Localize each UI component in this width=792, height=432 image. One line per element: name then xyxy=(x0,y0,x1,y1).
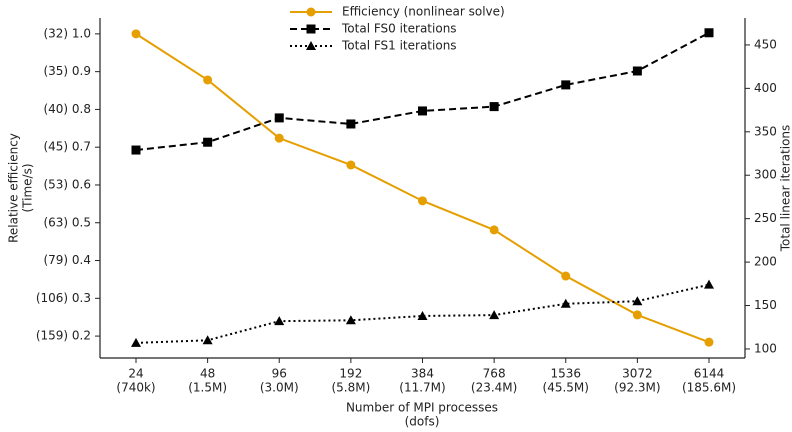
marker xyxy=(418,196,427,205)
marker xyxy=(131,338,141,347)
x-tick-sublabel: (23.4M) xyxy=(471,381,517,395)
marker xyxy=(203,138,212,147)
x-tick-sublabel: (740k) xyxy=(116,381,155,395)
y2-tick-label: 350 xyxy=(754,124,777,138)
marker xyxy=(203,75,212,84)
marker xyxy=(346,119,355,128)
y-axis-title: Relative efficiency xyxy=(7,133,21,243)
y-tick-label: (45) 0.7 xyxy=(43,140,91,154)
marker xyxy=(307,25,316,34)
y2-tick-label: 200 xyxy=(754,255,777,269)
y2-tick-label: 250 xyxy=(754,211,777,225)
marker xyxy=(705,338,714,347)
x-tick-sublabel: (185.6M) xyxy=(682,381,736,395)
x-axis-title: (dofs) xyxy=(405,415,440,429)
marker xyxy=(275,134,284,143)
marker xyxy=(704,280,714,289)
y-tick-label: (63) 0.5 xyxy=(43,215,91,229)
y-tick-label: (159) 0.2 xyxy=(36,329,91,343)
x-tick-label: 384 xyxy=(411,367,434,381)
y-axis-title: (Time/s) xyxy=(21,163,35,212)
y-tick-label: (53) 0.6 xyxy=(43,177,91,191)
x-tick-label: 96 xyxy=(272,367,287,381)
x-tick-sublabel: (1.5M) xyxy=(188,381,227,395)
y-tick-label: (106) 0.3 xyxy=(36,291,91,305)
x-tick-sublabel: (45.5M) xyxy=(543,381,589,395)
x-tick-label: 768 xyxy=(483,367,506,381)
legend-label: Total FS0 iterations xyxy=(341,22,457,36)
marker xyxy=(132,146,141,155)
x-tick-label: 3072 xyxy=(622,367,653,381)
marker xyxy=(274,316,284,325)
y2-tick-label: 150 xyxy=(754,298,777,312)
marker xyxy=(705,28,714,37)
x-tick-sublabel: (5.8M) xyxy=(331,381,370,395)
marker xyxy=(490,225,499,234)
marker xyxy=(275,113,284,122)
marker xyxy=(307,8,316,17)
y-tick-label: (79) 0.4 xyxy=(43,253,91,267)
y2-tick-label: 450 xyxy=(754,37,777,51)
x-tick-sublabel: (3.0M) xyxy=(260,381,299,395)
y2-tick-label: 400 xyxy=(754,81,777,95)
y2-tick-label: 100 xyxy=(754,341,777,355)
marker xyxy=(633,310,642,319)
x-tick-label: 1536 xyxy=(550,367,581,381)
marker xyxy=(132,29,141,38)
y2-axis-title: Total linear iterations xyxy=(779,125,792,253)
x-tick-sublabel: (92.3M) xyxy=(614,381,660,395)
marker xyxy=(490,102,499,111)
marker xyxy=(306,41,316,50)
marker xyxy=(561,80,570,89)
x-tick-sublabel: (11.7M) xyxy=(399,381,445,395)
y2-tick-label: 300 xyxy=(754,168,777,182)
chart: Number of MPI processes (dofs) Relative … xyxy=(0,0,792,432)
legend-label: Total FS1 iterations xyxy=(341,39,457,53)
marker xyxy=(561,272,570,281)
marker xyxy=(346,160,355,169)
x-tick-label: 48 xyxy=(200,367,215,381)
marker xyxy=(633,66,642,75)
series-line xyxy=(136,34,709,342)
y-tick-label: (32) 1.0 xyxy=(43,26,91,40)
x-tick-label: 24 xyxy=(128,367,143,381)
marker xyxy=(418,106,427,115)
y-tick-label: (35) 0.9 xyxy=(43,64,91,78)
x-tick-label: 192 xyxy=(339,367,362,381)
x-tick-label: 6144 xyxy=(694,367,725,381)
marker xyxy=(489,310,499,319)
legend-label: Efficiency (nonlinear solve) xyxy=(342,5,505,19)
x-axis-title: Number of MPI processes xyxy=(346,401,498,415)
y-tick-label: (40) 0.8 xyxy=(43,102,91,116)
